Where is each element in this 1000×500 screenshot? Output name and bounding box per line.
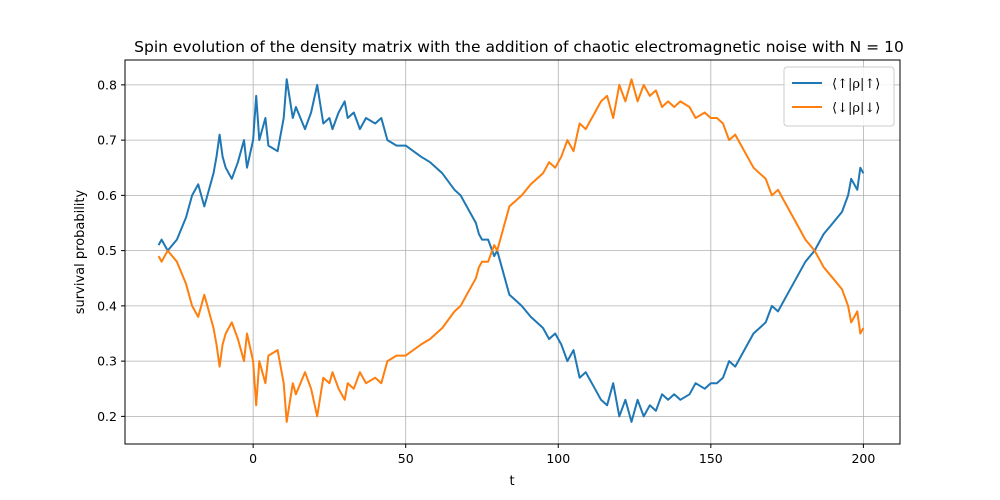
y-tick-label: 0.8 <box>97 77 117 92</box>
y-tick-label: 0.2 <box>97 409 117 424</box>
legend: ⟨↑|ρ|↑⟩ ⟨↓|ρ|↓⟩ <box>783 66 895 127</box>
legend-box <box>783 66 895 127</box>
x-tick-label: 0 <box>249 451 257 466</box>
x-tick-label: 50 <box>398 451 414 466</box>
plot-frame <box>124 59 901 445</box>
y-tick-label: 0.7 <box>97 133 117 148</box>
x-axis: 0 50 100 150 200 <box>249 444 875 466</box>
legend-label-down: ⟨↓|ρ|↓⟩ <box>832 101 880 116</box>
x-tick-label: 150 <box>699 451 723 466</box>
series-group <box>157 78 865 423</box>
y-tick-label: 0.4 <box>97 298 117 313</box>
legend-label-up: ⟨↑|ρ|↑⟩ <box>832 77 880 92</box>
chart-title: Spin evolution of the density matrix wit… <box>134 38 904 56</box>
x-tick-label: 100 <box>546 451 570 466</box>
y-tick-label: 0.6 <box>97 188 117 203</box>
series-line-down <box>157 78 865 423</box>
y-tick-label: 0.3 <box>97 354 117 369</box>
y-axis-label: survival probability <box>73 189 88 314</box>
x-tick-label: 200 <box>851 451 875 466</box>
y-tick-label: 0.5 <box>97 243 117 258</box>
x-axis-label: t <box>509 474 514 489</box>
y-axis: 0.2 0.3 0.4 0.5 0.6 0.7 0.8 <box>97 77 125 424</box>
